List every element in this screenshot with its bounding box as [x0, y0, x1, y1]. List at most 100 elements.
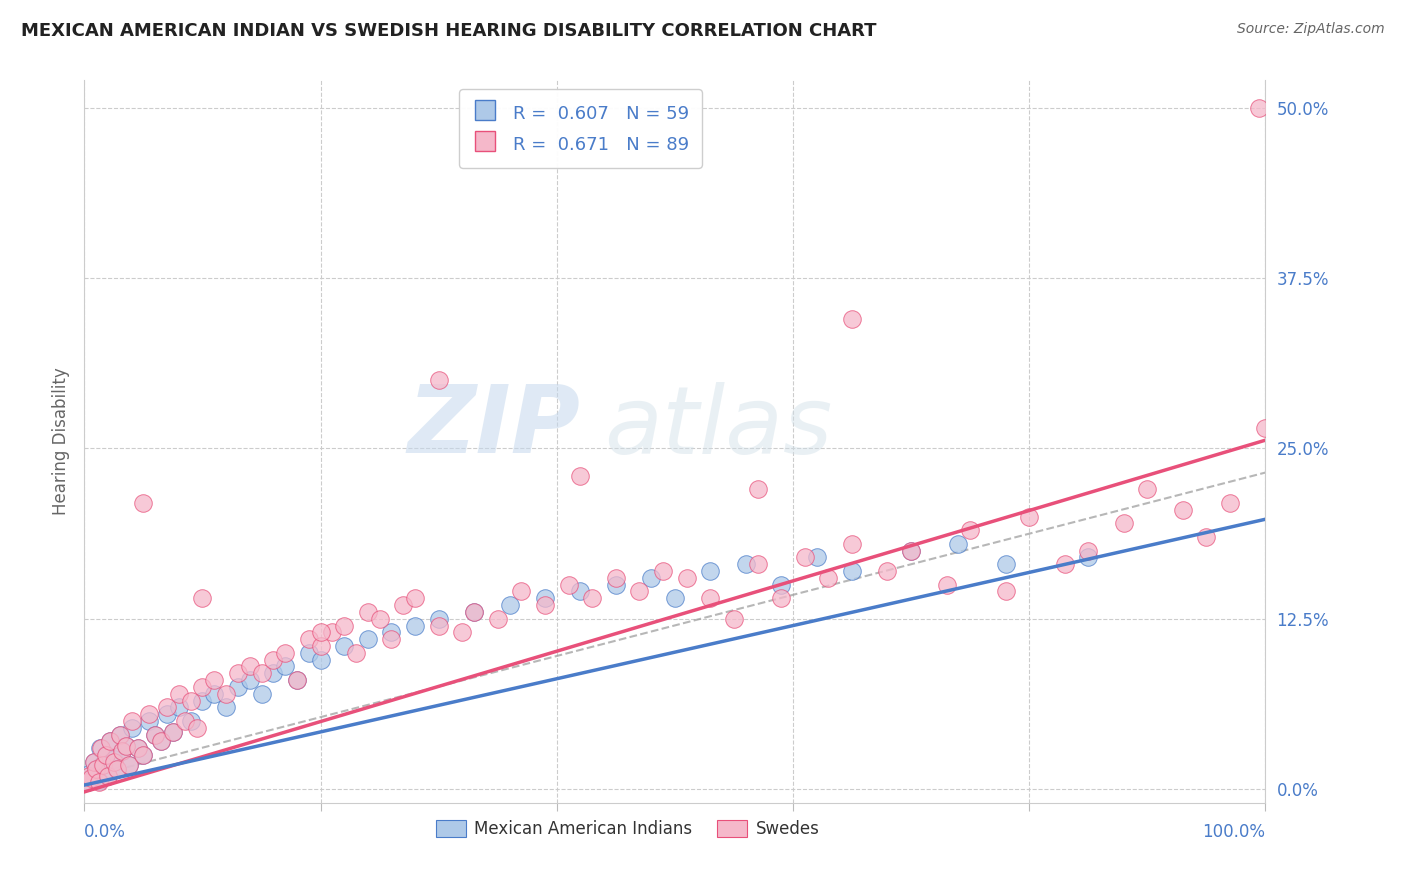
Point	[1219, 496, 1241, 510]
Point	[94, 748, 117, 763]
Point	[900, 543, 922, 558]
Point	[132, 748, 155, 763]
Point	[948, 537, 970, 551]
Point	[202, 687, 225, 701]
Text: 100.0%: 100.0%	[1202, 823, 1265, 841]
Point	[121, 721, 143, 735]
Point	[770, 577, 793, 591]
Point	[333, 639, 356, 653]
Point	[357, 605, 380, 619]
Point	[605, 571, 627, 585]
Point	[111, 744, 134, 758]
Point	[76, 775, 98, 789]
Point	[143, 728, 166, 742]
Point	[84, 762, 107, 776]
Point	[451, 625, 474, 640]
Point	[841, 311, 863, 326]
Point	[368, 612, 391, 626]
Point	[605, 577, 627, 591]
Point	[79, 765, 101, 780]
Point	[108, 728, 131, 742]
Point	[723, 612, 745, 626]
Point	[132, 496, 155, 510]
Point	[486, 612, 509, 626]
Point	[138, 714, 160, 728]
Point	[380, 632, 402, 647]
Point	[581, 591, 603, 606]
Point	[90, 741, 112, 756]
Point	[392, 598, 415, 612]
Point	[675, 571, 697, 585]
Point	[298, 646, 321, 660]
Point	[262, 666, 284, 681]
Text: atlas: atlas	[605, 382, 832, 473]
Point	[132, 748, 155, 763]
Point	[250, 666, 273, 681]
Point	[121, 714, 143, 728]
Point	[699, 564, 721, 578]
Point	[344, 646, 367, 660]
Point	[463, 605, 485, 619]
Point	[127, 741, 149, 756]
Point	[143, 728, 166, 742]
Point	[77, 775, 100, 789]
Point	[734, 558, 756, 572]
Point	[239, 659, 262, 673]
Point	[994, 558, 1017, 572]
Point	[1077, 543, 1099, 558]
Point	[1195, 530, 1218, 544]
Point	[127, 741, 149, 756]
Point	[959, 523, 981, 537]
Point	[569, 584, 592, 599]
Point	[309, 625, 332, 640]
Point	[569, 468, 592, 483]
Point	[250, 687, 273, 701]
Point	[107, 762, 129, 776]
Point	[114, 739, 136, 753]
Point	[167, 700, 190, 714]
Point	[97, 768, 120, 782]
Point	[156, 700, 179, 714]
Point	[150, 734, 173, 748]
Point	[841, 537, 863, 551]
Point	[404, 618, 426, 632]
Point	[747, 558, 769, 572]
Point	[510, 584, 533, 599]
Point	[103, 752, 125, 766]
Text: MEXICAN AMERICAN INDIAN VS SWEDISH HEARING DISABILITY CORRELATION CHART: MEXICAN AMERICAN INDIAN VS SWEDISH HEARI…	[21, 22, 876, 40]
Point	[427, 373, 450, 387]
Point	[285, 673, 308, 687]
Point	[91, 757, 114, 772]
Point	[108, 728, 131, 742]
Point	[215, 687, 238, 701]
Point	[202, 673, 225, 687]
Point	[191, 693, 214, 707]
Point	[191, 591, 214, 606]
Point	[226, 666, 249, 681]
Point	[1018, 509, 1040, 524]
Point	[150, 734, 173, 748]
Point	[321, 625, 343, 640]
Point	[87, 774, 110, 789]
Point	[628, 584, 651, 599]
Point	[534, 598, 557, 612]
Point	[111, 744, 134, 758]
Point	[333, 618, 356, 632]
Point	[935, 577, 957, 591]
Point	[380, 625, 402, 640]
Point	[97, 768, 120, 782]
Point	[84, 762, 107, 776]
Y-axis label: Hearing Disability: Hearing Disability	[52, 368, 70, 516]
Point	[167, 687, 190, 701]
Point	[841, 564, 863, 578]
Point	[87, 775, 110, 789]
Point	[107, 762, 129, 776]
Point	[239, 673, 262, 687]
Point	[664, 591, 686, 606]
Text: ZIP: ZIP	[408, 381, 581, 473]
Point	[298, 632, 321, 647]
Point	[463, 605, 485, 619]
Point	[640, 571, 662, 585]
Point	[498, 598, 520, 612]
Point	[994, 584, 1017, 599]
